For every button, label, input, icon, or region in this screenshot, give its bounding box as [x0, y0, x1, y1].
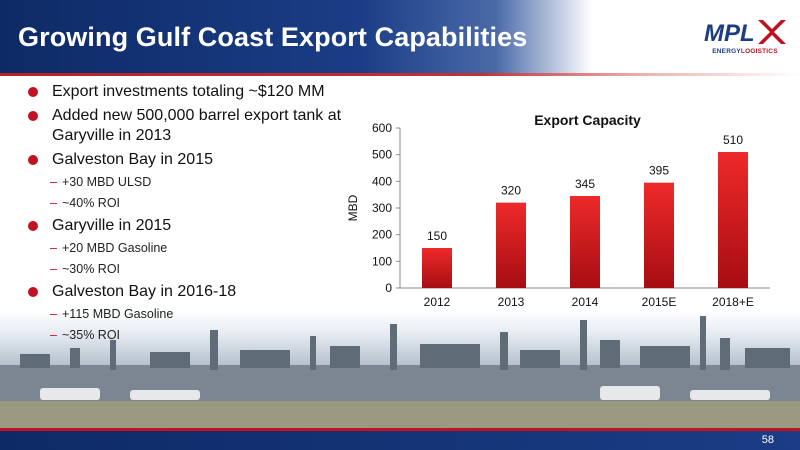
logo-x-mark	[758, 20, 786, 44]
sub-bullet-item: – +30 MBD ULSD	[22, 174, 352, 190]
sub-bullet-item: – +115 MBD Gasoline	[22, 306, 352, 322]
bullet-text: Export investments totaling ~$120 MM	[52, 83, 325, 100]
bullet-item: Galveston Bay in 2016-18	[22, 282, 352, 302]
y-tick-label: 100	[372, 254, 392, 268]
data-label: 345	[575, 177, 595, 191]
chart-marks: 0 100 200 300 400 500 600 150 2012 320 2013 345 2014…	[372, 121, 754, 309]
dash-icon: –	[50, 262, 57, 276]
dash-icon: –	[50, 241, 57, 255]
sub-bullet-item: – ~35% ROI	[22, 327, 352, 343]
dash-icon: –	[50, 307, 57, 321]
ground	[0, 398, 800, 428]
x-tick-label: 2014	[572, 295, 599, 309]
dash-icon: –	[50, 196, 57, 210]
page-number: 58	[761, 434, 774, 446]
y-tick-label: 0	[385, 281, 392, 295]
bar-2012	[422, 248, 452, 288]
data-label: 150	[427, 229, 447, 243]
storage-tanks	[40, 386, 770, 400]
y-axis-label: MBD	[346, 194, 360, 221]
structures	[20, 316, 790, 370]
bar-2014	[570, 196, 600, 288]
data-label: 395	[649, 164, 669, 178]
bullet-dot-icon	[28, 87, 38, 97]
bullet-item: Added new 500,000 barrel export tank at …	[22, 106, 352, 146]
footer-divider	[0, 428, 800, 431]
bar-2013	[496, 202, 526, 288]
refinery-skyline	[0, 316, 800, 428]
sub-bullet-text: ~30% ROI	[62, 262, 121, 276]
bullet-item: Export investments totaling ~$120 MM	[22, 82, 352, 102]
mplx-logo: MPL ENERGYLOGISTICS	[700, 14, 790, 66]
bullet-dot-icon	[28, 221, 38, 231]
mplx-logo-icon: MPL	[704, 20, 786, 47]
bar-2018+E	[718, 152, 748, 288]
sub-bullet-item: – ~30% ROI	[22, 261, 352, 277]
sub-bullet-item: – ~40% ROI	[22, 195, 352, 211]
refinery-photo	[0, 310, 800, 428]
bullet-list: Export investments totaling ~$120 MM Add…	[22, 82, 352, 348]
bullet-item: Galveston Bay in 2015	[22, 150, 352, 170]
data-label: 320	[501, 184, 521, 198]
dash-icon: –	[50, 328, 57, 342]
bullet-dot-icon	[28, 111, 38, 121]
logo-sub-energy: ENERGY	[712, 48, 741, 55]
x-tick-label: 2015E	[642, 295, 677, 309]
chart-title: Export Capacity	[534, 112, 641, 128]
sub-bullet-text: +30 MBD ULSD	[62, 175, 152, 189]
bullet-text: Galveston Bay in 2016-18	[52, 283, 237, 300]
y-tick-label: 600	[372, 121, 392, 135]
x-tick-label: 2013	[498, 295, 525, 309]
slide-title: Growing Gulf Coast Export Capabilities	[18, 22, 528, 52]
x-tick-label: 2018+E	[712, 295, 754, 309]
sub-bullet-text: +20 MBD Gasoline	[62, 241, 168, 255]
export-capacity-chart: Export Capacity MBD 0 100 200 300 400 500 600 1…	[345, 100, 775, 320]
chart-canvas: MBD 0 100 200 300 400 500 600 150 2012 320 2013 345…	[346, 121, 770, 309]
sub-bullet-text: ~40% ROI	[62, 196, 121, 210]
logo-mpl-text: MPL	[704, 20, 755, 47]
logo-subtitle: ENERGYLOGISTICS	[700, 48, 790, 55]
bullet-text: Galveston Bay in 2015	[52, 151, 213, 168]
y-tick-label: 300	[372, 201, 392, 215]
footer-bar: 58	[0, 431, 800, 450]
data-label: 510	[723, 133, 743, 147]
x-tick-label: 2012	[424, 295, 451, 309]
bar-2015E	[644, 182, 674, 288]
sub-bullet-item: – +20 MBD Gasoline	[22, 240, 352, 256]
y-tick-label: 200	[372, 228, 392, 242]
header-divider	[0, 73, 800, 76]
sub-bullet-text: ~35% ROI	[62, 328, 121, 342]
plant-base	[0, 365, 800, 401]
dash-icon: –	[50, 175, 57, 189]
sub-bullet-text: +115 MBD Gasoline	[62, 307, 174, 321]
bullet-text: Added new 500,000 barrel export tank at …	[52, 107, 342, 144]
bullet-item: Garyville in 2015	[22, 216, 352, 236]
bullet-dot-icon	[28, 287, 38, 297]
y-tick-label: 400	[372, 174, 392, 188]
bullet-dot-icon	[28, 155, 38, 165]
y-tick-label: 500	[372, 148, 392, 162]
header-bar: Growing Gulf Coast Export Capabilities M…	[0, 0, 800, 73]
logo-sub-logistics: LOGISTICS	[740, 48, 778, 55]
bullet-text: Garyville in 2015	[52, 217, 172, 234]
